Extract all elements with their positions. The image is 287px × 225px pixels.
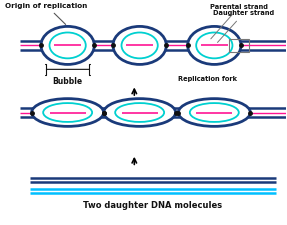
Ellipse shape (196, 32, 232, 58)
Bar (229, 39, 249, 52)
Ellipse shape (49, 32, 86, 58)
Ellipse shape (113, 26, 166, 64)
Ellipse shape (41, 26, 94, 64)
Ellipse shape (115, 103, 164, 122)
Ellipse shape (190, 103, 239, 122)
Text: Replication fork: Replication fork (178, 76, 237, 82)
Ellipse shape (178, 99, 250, 126)
Ellipse shape (104, 99, 176, 126)
Text: Bubble: Bubble (53, 77, 83, 86)
Ellipse shape (32, 99, 104, 126)
Ellipse shape (121, 32, 158, 58)
Ellipse shape (188, 26, 241, 64)
Text: Parental strand: Parental strand (210, 4, 268, 39)
Ellipse shape (43, 103, 92, 122)
Text: Two daughter DNA molecules: Two daughter DNA molecules (84, 202, 222, 211)
Text: Origin of replication: Origin of replication (5, 2, 88, 25)
Text: Daughter strand: Daughter strand (213, 10, 274, 43)
